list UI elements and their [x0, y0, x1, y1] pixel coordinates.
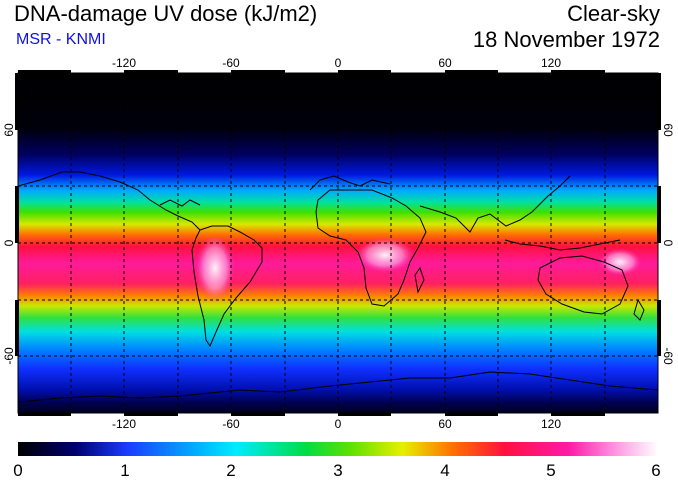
coast-antarctica [18, 371, 658, 403]
lon-tick-top: -120 [112, 56, 136, 70]
lat-tick-right: 0 [661, 240, 675, 247]
colorbar-label: 0 [13, 461, 22, 480]
coast-europe [309, 175, 391, 191]
colorbar-label: 2 [226, 461, 235, 480]
lon-tick-bottom: -60 [222, 417, 240, 431]
lon-tick-bottom: 0 [335, 417, 342, 431]
graticule [18, 73, 658, 413]
side-frame-bars [15, 73, 661, 356]
lon-tick-top: 0 [335, 56, 342, 70]
lat-tick-right: -60 [661, 347, 675, 365]
coast-asia [419, 175, 571, 233]
lat-tick-right: 60 [661, 123, 675, 137]
hotspot-africa [355, 237, 415, 273]
coast-south-america [191, 225, 263, 348]
coast-north-america [18, 171, 201, 231]
lat-tick-left: 0 [2, 239, 16, 246]
coast-new-zealand [633, 298, 645, 321]
lon-tick-top: 120 [541, 56, 561, 70]
lat-tick-left: 60 [2, 123, 16, 137]
lon-tick-bottom: 120 [541, 417, 561, 431]
coast-australia [537, 255, 629, 315]
coast-caribbean [159, 199, 201, 207]
colorbar-label: 3 [333, 461, 342, 480]
colorbar-label: 4 [440, 461, 449, 480]
hotspot-australia [598, 248, 642, 276]
lon-tick-bottom: -120 [112, 417, 136, 431]
hotspot-south-america [195, 234, 235, 302]
bottom-frame-bars [18, 412, 605, 416]
coast-indonesia [504, 239, 621, 251]
top-frame-bars [18, 70, 605, 74]
sky-condition-label: Clear-sky [567, 1, 660, 26]
colorbar [18, 442, 658, 456]
map-date: 18 November 1972 [472, 27, 660, 52]
coast-africa [315, 189, 427, 307]
map-title: DNA-damage UV dose (kJ/m2) [14, 1, 318, 26]
lon-tick-top: -60 [222, 56, 240, 70]
lon-tick-bottom: 60 [438, 417, 452, 431]
colorbar-label: 1 [120, 461, 129, 480]
coast-madagascar [414, 266, 425, 294]
source-label: MSR - KNMI [16, 31, 106, 48]
colorbar-label: 5 [546, 461, 555, 480]
colorbar-label: 6 [651, 461, 660, 480]
coastlines [18, 171, 658, 403]
lon-tick-top: 60 [438, 56, 452, 70]
lat-tick-left: -60 [2, 347, 16, 365]
